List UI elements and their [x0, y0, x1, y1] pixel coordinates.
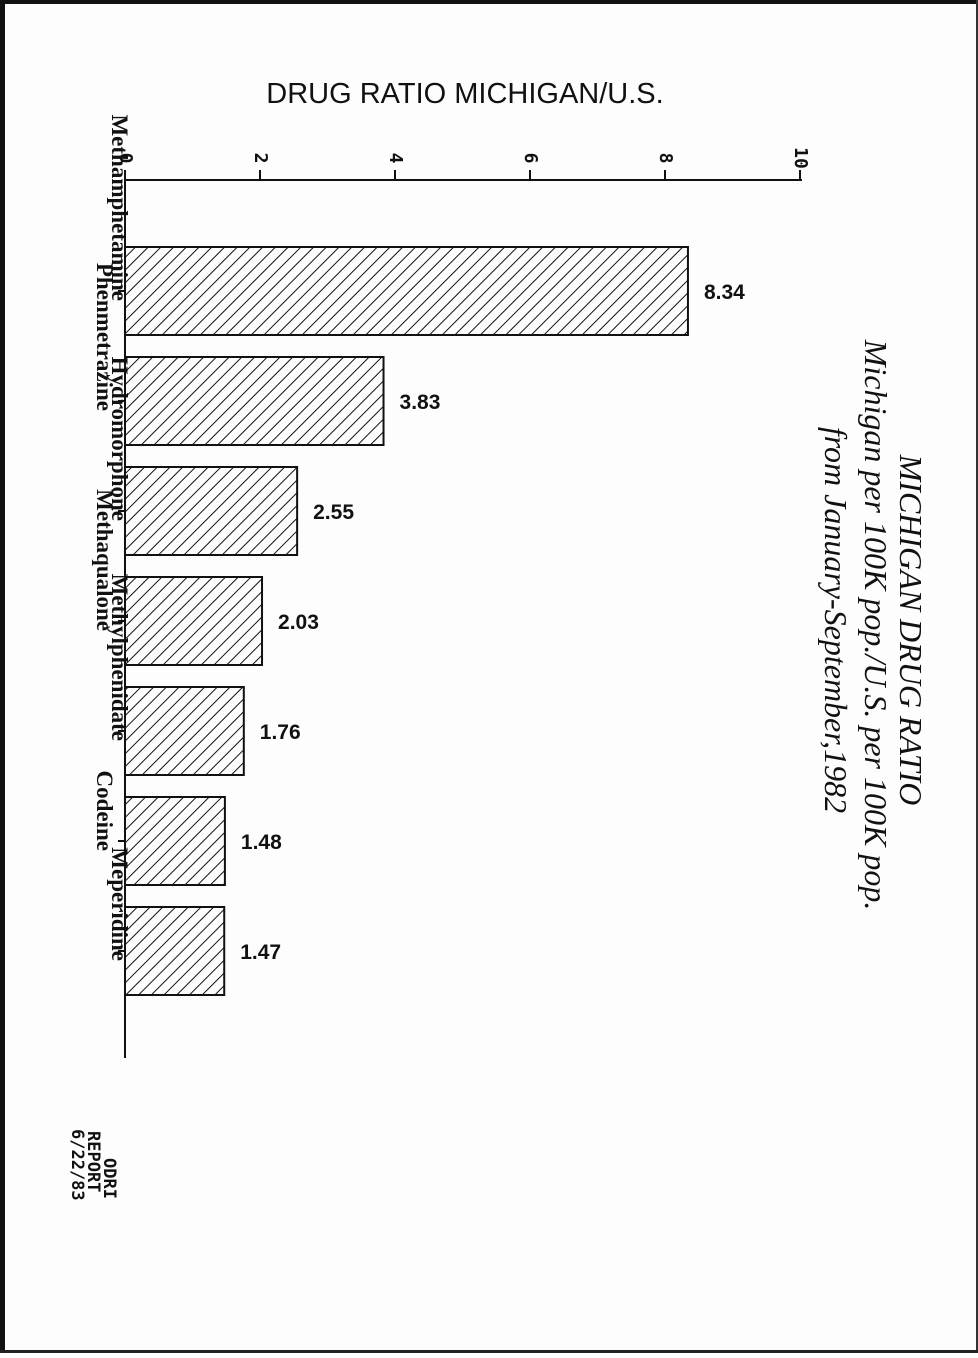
category-label: Hydromorphone: [107, 357, 132, 521]
category-label: Phenmetrazine: [92, 263, 117, 411]
data-label: 1.47: [240, 941, 281, 964]
footer-line-2: REPORT: [83, 1131, 103, 1192]
data-labels: 8.34 3.83 2.55 2.03 1.76 1.48 1.47: [240, 281, 745, 964]
scan-border-left: [0, 0, 5, 1353]
bar-codeine: [124, 796, 226, 886]
category-labels: MethamphetaminePhenmetrazineHydromorphon…: [92, 114, 132, 961]
category-label: Codeine: [92, 771, 117, 852]
value-axis-ticks: 0 2 4 6 8 10: [115, 147, 811, 180]
category-label: Meperidine: [107, 847, 132, 961]
bar-methylphenidate: [124, 686, 245, 776]
footer-line-1: ODRI: [99, 1158, 119, 1199]
data-label: 2.03: [278, 611, 319, 634]
data-label: 1.76: [260, 721, 301, 744]
bar-methaqualone: [124, 576, 264, 666]
data-label: 2.55: [313, 501, 354, 524]
report-footer: ODRI REPORT 6/22/83: [67, 1129, 119, 1201]
scan-border-bottom: [0, 1350, 978, 1353]
category-label: Methamphetamine: [107, 114, 132, 301]
bar-phenmetrazine: [124, 356, 385, 446]
chart-title-block: MICHIGAN DRUG RATIO Michigan per 100K po…: [818, 339, 929, 911]
data-label: 1.48: [241, 831, 282, 854]
bar-meperidine: [124, 906, 226, 996]
tick-label: 6: [520, 153, 541, 164]
tick-label: 4: [385, 153, 406, 164]
scan-border-right: [976, 0, 978, 1353]
tick-label: 2: [250, 153, 271, 164]
chart-title: MICHIGAN DRUG RATIO: [893, 454, 929, 806]
tick-label: 10: [790, 147, 811, 169]
bar-methamphetamine: [124, 246, 689, 336]
tick-label: 0: [115, 153, 136, 164]
chart-subtitle-line-2: from January-September,1982: [818, 427, 854, 813]
category-label: Methaqualone: [92, 489, 117, 631]
bar-hydromorphone: [124, 466, 299, 556]
data-label: 8.34: [704, 281, 745, 304]
value-axis-title: DRUG RATIO MICHIGAN/U.S.: [266, 78, 663, 110]
bars-group: [124, 246, 689, 996]
scan-border-top: [0, 0, 978, 4]
category-label: Methylphenidate: [107, 574, 132, 741]
data-label: 3.83: [400, 391, 441, 414]
chart-subtitle-line-1: Michigan per 100K pop./U.S. per 100K pop…: [858, 339, 894, 911]
tick-label: 8: [655, 153, 676, 164]
footer-line-3: 6/22/83: [67, 1129, 87, 1201]
